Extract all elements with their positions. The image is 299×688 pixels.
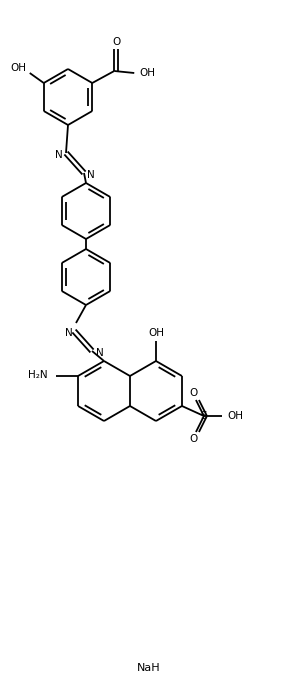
Text: OH: OH bbox=[139, 68, 155, 78]
Text: O: O bbox=[112, 37, 120, 47]
Text: O: O bbox=[190, 388, 198, 398]
Text: S: S bbox=[201, 411, 207, 421]
Text: N: N bbox=[87, 170, 95, 180]
Text: N: N bbox=[55, 150, 63, 160]
Text: NaH: NaH bbox=[137, 663, 161, 673]
Text: N: N bbox=[96, 348, 104, 358]
Text: H₂N: H₂N bbox=[28, 370, 48, 380]
Text: OH: OH bbox=[148, 328, 164, 338]
Text: OH: OH bbox=[227, 411, 243, 421]
Text: OH: OH bbox=[11, 63, 27, 73]
Text: N: N bbox=[65, 328, 73, 338]
Text: O: O bbox=[190, 434, 198, 444]
